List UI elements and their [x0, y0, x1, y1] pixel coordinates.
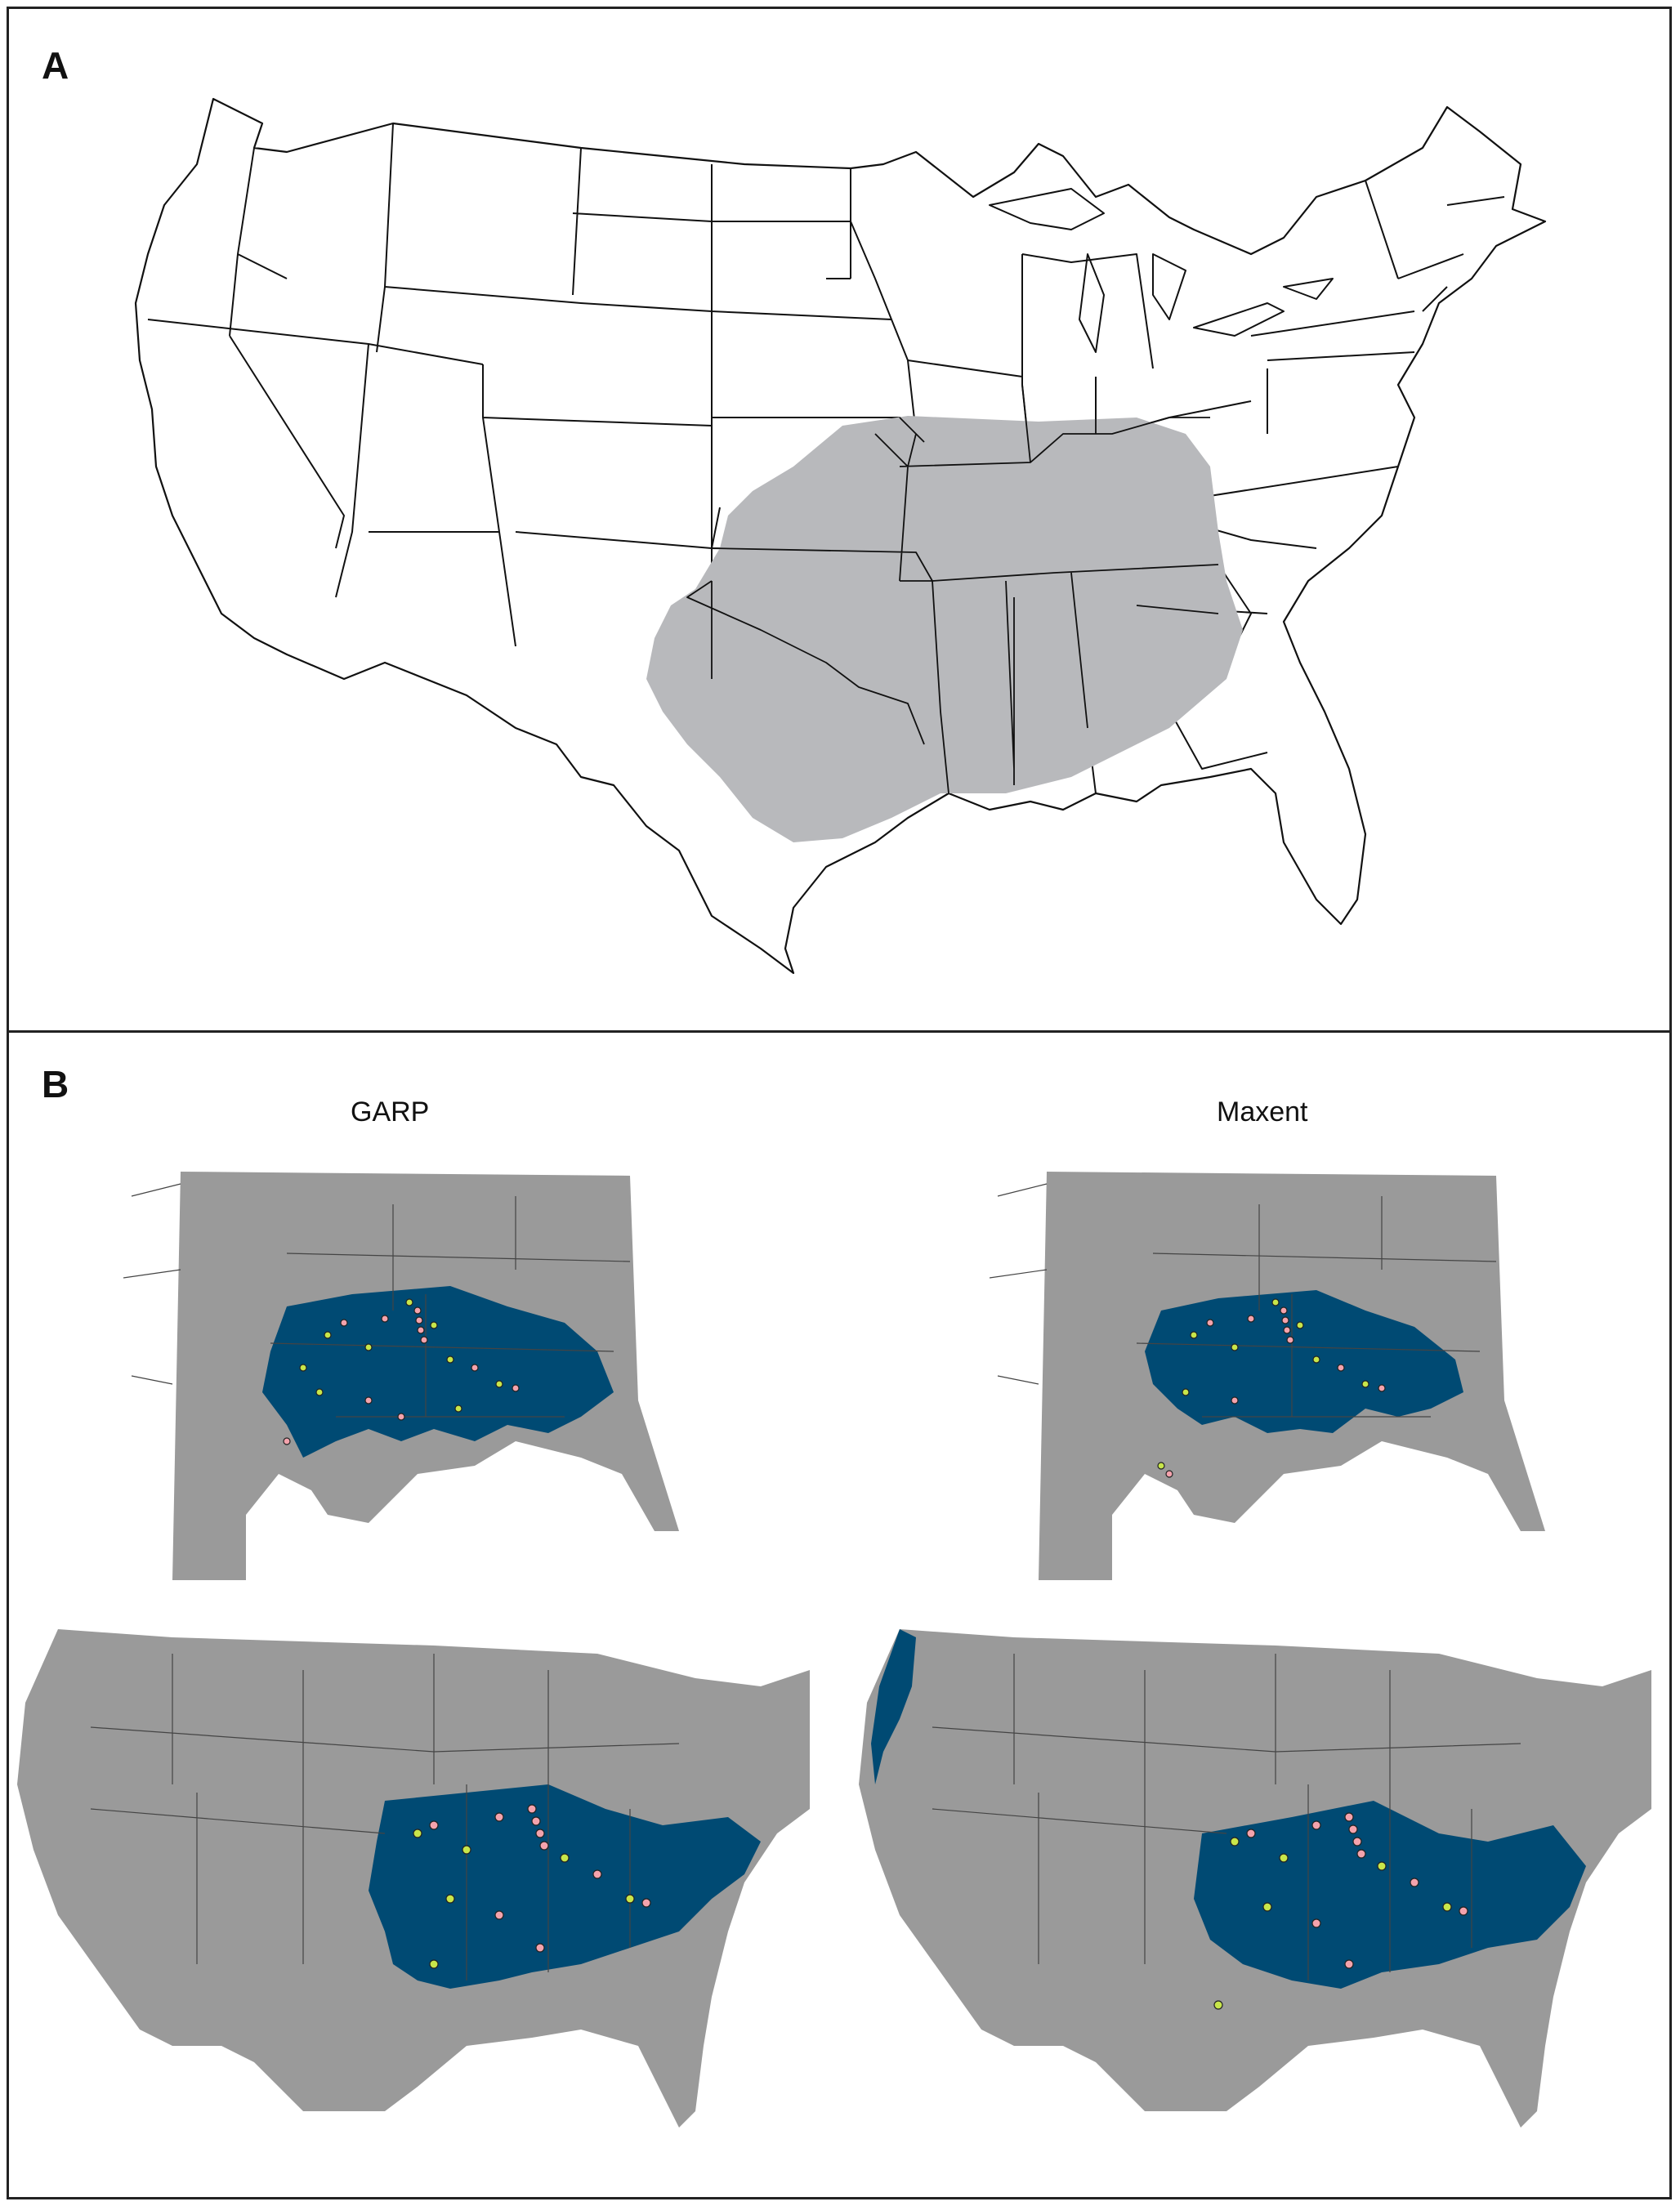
maxent-regional-points — [1157, 1298, 1386, 1478]
maxent-coast-suitable — [871, 1629, 916, 1784]
panel-a: A — [7, 7, 1672, 1033]
maxent-regional-map — [990, 1172, 1545, 1580]
maxent-national-map — [859, 1629, 1651, 2128]
species-range — [646, 416, 1243, 842]
maxent-national-points — [1213, 1812, 1468, 2010]
garp-regional-points — [283, 1298, 520, 1445]
garp-suitable — [262, 1286, 614, 1458]
garp-title: GARP — [351, 1096, 430, 1128]
great-lakes — [989, 188, 1334, 353]
panel-a-label: A — [42, 44, 69, 87]
panel-b-label: B — [42, 1063, 69, 1105]
maxent-title: Maxent — [1217, 1096, 1308, 1128]
garp-national-points — [413, 1804, 651, 1969]
range-borders — [686, 384, 1219, 794]
maxent-suitable — [1145, 1290, 1463, 1433]
garp-regional-map — [123, 1172, 679, 1580]
panel-b: B GARP Maxent — [7, 1030, 1672, 2199]
us-range-map — [134, 97, 1547, 975]
garp-national-map — [17, 1629, 810, 2128]
